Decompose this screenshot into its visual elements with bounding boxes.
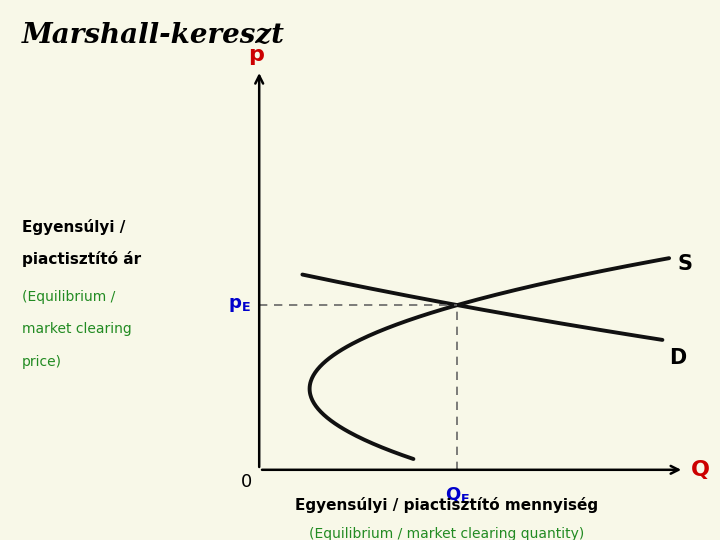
Text: $\mathbf{p_E}$: $\mathbf{p_E}$: [228, 296, 251, 314]
Text: Egyensúlyi /: Egyensúlyi /: [22, 219, 125, 235]
Text: price): price): [22, 355, 62, 369]
Text: Q: Q: [691, 460, 710, 480]
Text: 0: 0: [240, 472, 252, 491]
Text: D: D: [670, 348, 687, 368]
Text: S: S: [678, 254, 693, 274]
Text: market clearing: market clearing: [22, 322, 131, 336]
Text: $\mathbf{Q_E}$: $\mathbf{Q_E}$: [445, 485, 469, 505]
Text: Egyensúlyi / piactisztító mennyiség: Egyensúlyi / piactisztító mennyiség: [294, 497, 598, 513]
Text: (Equilibrium / market clearing quantity): (Equilibrium / market clearing quantity): [309, 526, 584, 540]
Text: p: p: [248, 45, 264, 65]
Text: piactisztító ár: piactisztító ár: [22, 251, 140, 267]
Text: Marshall-kereszt: Marshall-kereszt: [22, 22, 284, 49]
Text: (Equilibrium /: (Equilibrium /: [22, 290, 115, 304]
